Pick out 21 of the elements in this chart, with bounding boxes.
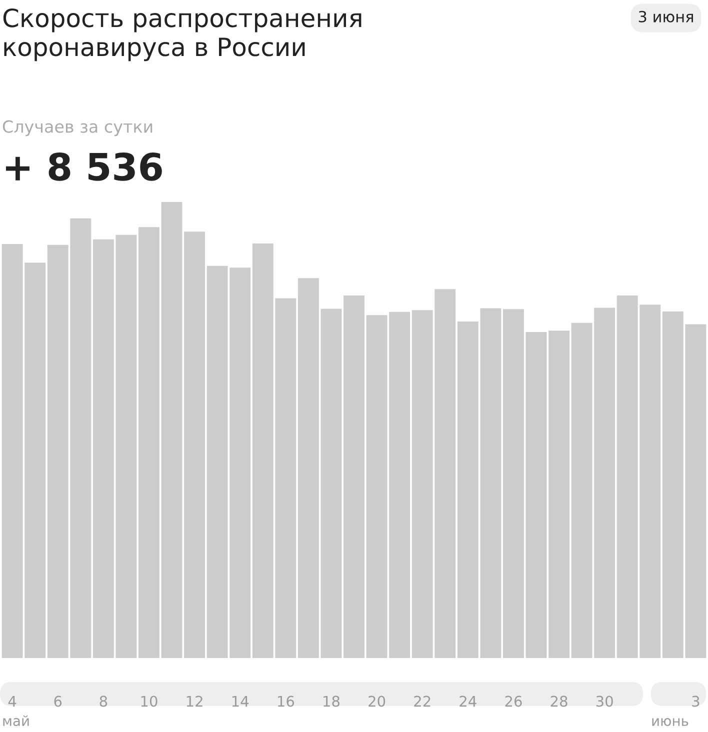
text: 3 июня: [638, 10, 693, 22]
x-tick-label: 8: [100, 696, 108, 707]
x-tick-label: 4: [8, 696, 16, 707]
chart-subtitle: Случаев за сутки: [2, 120, 152, 136]
x-tick-label: 14: [232, 696, 249, 707]
chart-title: Скорость распространения коронавируса в России: [3, 8, 362, 62]
x-tick-label: 28: [550, 696, 568, 707]
text: + 8 536: [6, 152, 162, 181]
x-tick-label: 18: [324, 696, 340, 707]
x-tick-label: 22: [414, 696, 430, 707]
x-tick-label: 16: [278, 696, 294, 707]
x-tick-label: 24: [460, 696, 476, 707]
x-tick-label: 12: [186, 696, 202, 707]
x-tick-label: 10: [141, 696, 158, 707]
x-tick-label: 26: [505, 696, 522, 707]
x-tick-label: 20: [368, 696, 386, 707]
text: июнь: [652, 718, 688, 726]
x-tick-label: 3: [692, 696, 700, 707]
x-tick-label: 30: [596, 696, 613, 707]
text: май: [3, 715, 29, 726]
x-tick-label: 6: [54, 696, 62, 707]
